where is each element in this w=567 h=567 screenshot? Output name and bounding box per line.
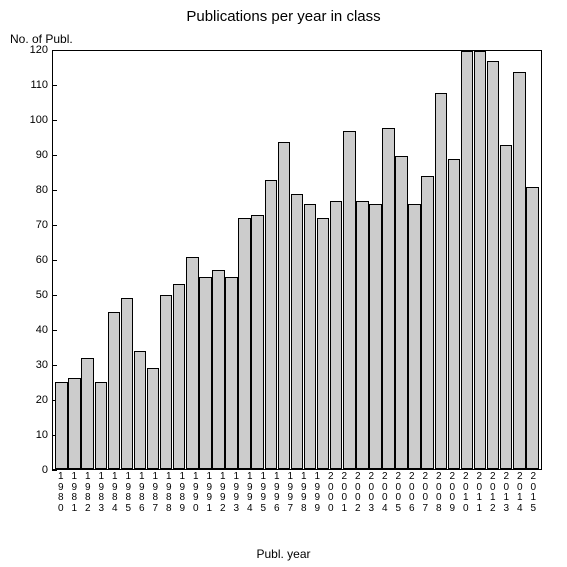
bar [448, 159, 460, 469]
publications-chart: Publications per year in class No. of Pu… [0, 0, 567, 567]
xtick-label: 2013 [500, 472, 514, 514]
bar [238, 218, 250, 469]
xtick-label: 2012 [486, 472, 500, 514]
bar [408, 204, 420, 469]
xtick-label: 2006 [405, 472, 419, 514]
xtick-label: 2015 [527, 472, 541, 514]
xtick-label: 2001 [338, 472, 352, 514]
x-axis-label: Publ. year [0, 547, 567, 561]
bar [121, 298, 133, 469]
bar [134, 351, 146, 469]
bar [160, 295, 172, 469]
bars-group [53, 51, 541, 469]
xtick-label: 1989 [176, 472, 190, 514]
ytick-label: 20 [18, 394, 48, 406]
bar [421, 176, 433, 469]
xtick-label: 1985 [122, 472, 136, 514]
xtick-label: 1988 [162, 472, 176, 514]
bar [212, 270, 224, 469]
xtick-label: 1990 [189, 472, 203, 514]
bar [108, 312, 120, 469]
xtick-label: 2009 [446, 472, 460, 514]
bar [199, 277, 211, 469]
xtick-label: 1981 [68, 472, 82, 514]
bar [487, 61, 499, 469]
xtick-label: 2002 [351, 472, 365, 514]
bar [369, 204, 381, 469]
xtick-label: 1983 [95, 472, 109, 514]
bar [173, 284, 185, 469]
bar [186, 257, 198, 469]
xtick-label: 1995 [257, 472, 271, 514]
x-ticks: 1980198119821983198419851986198719881989… [52, 472, 542, 514]
ytick-label: 100 [18, 114, 48, 126]
bar [435, 93, 447, 469]
bar [500, 145, 512, 469]
ytick-label: 120 [18, 44, 48, 56]
bar [461, 51, 473, 469]
xtick-label: 2005 [392, 472, 406, 514]
plot-area [52, 50, 542, 470]
ytick-label: 0 [18, 464, 48, 476]
xtick-label: 2007 [419, 472, 433, 514]
bar [278, 142, 290, 469]
ytick-label: 40 [18, 324, 48, 336]
xtick-label: 2008 [432, 472, 446, 514]
bar [95, 382, 107, 469]
bar [317, 218, 329, 469]
bar [382, 128, 394, 469]
bar [81, 358, 93, 469]
xtick-label: 2010 [459, 472, 473, 514]
xtick-label: 2014 [513, 472, 527, 514]
ytick-label: 80 [18, 184, 48, 196]
ytick-label: 30 [18, 359, 48, 371]
bar [526, 187, 538, 469]
xtick-label: 1993 [230, 472, 244, 514]
xtick-label: 2003 [365, 472, 379, 514]
chart-title: Publications per year in class [0, 8, 567, 25]
xtick-label: 1999 [311, 472, 325, 514]
bar [68, 378, 80, 469]
xtick-label: 1987 [149, 472, 163, 514]
ytick-label: 110 [18, 79, 48, 91]
ytick-label: 50 [18, 289, 48, 301]
ytick-label: 70 [18, 219, 48, 231]
xtick-label: 1992 [216, 472, 230, 514]
bar [343, 131, 355, 469]
xtick-label: 2000 [324, 472, 338, 514]
xtick-label: 1980 [54, 472, 68, 514]
bar [55, 382, 67, 469]
bar [147, 368, 159, 469]
bar [265, 180, 277, 469]
bar [330, 201, 342, 469]
bar [225, 277, 237, 469]
bar [304, 204, 316, 469]
bar [251, 215, 263, 469]
xtick-label: 1994 [243, 472, 257, 514]
bar [513, 72, 525, 469]
ytick-label: 90 [18, 149, 48, 161]
xtick-label: 1991 [203, 472, 217, 514]
xtick-label: 1982 [81, 472, 95, 514]
xtick-label: 1997 [284, 472, 298, 514]
bar [356, 201, 368, 469]
bar [291, 194, 303, 469]
xtick-label: 1996 [270, 472, 284, 514]
xtick-label: 1998 [297, 472, 311, 514]
ytick-label: 60 [18, 254, 48, 266]
bar [395, 156, 407, 470]
xtick-label: 2011 [473, 472, 487, 514]
bar [474, 51, 486, 469]
xtick-label: 1986 [135, 472, 149, 514]
ytick-label: 10 [18, 429, 48, 441]
ytick-mark [52, 470, 57, 471]
xtick-label: 2004 [378, 472, 392, 514]
xtick-label: 1984 [108, 472, 122, 514]
